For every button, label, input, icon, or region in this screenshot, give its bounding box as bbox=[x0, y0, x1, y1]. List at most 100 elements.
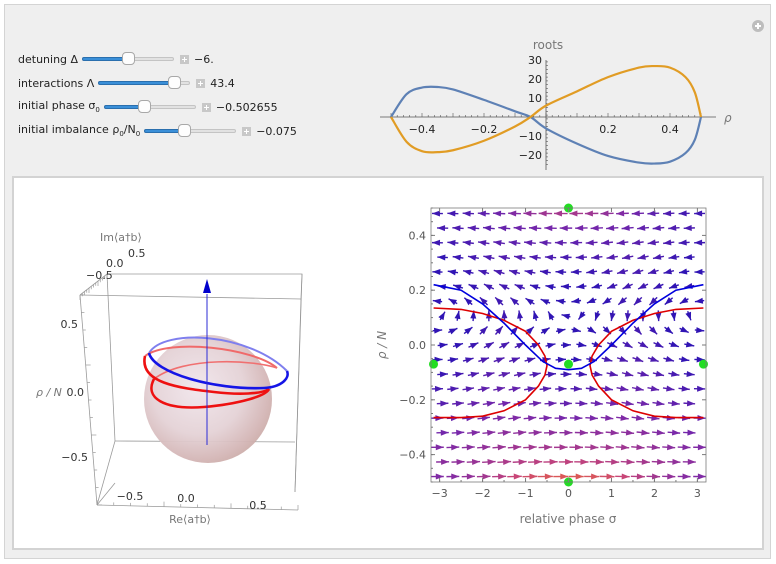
stream-arrowhead bbox=[697, 385, 706, 392]
initial-phase-expand-button[interactable] bbox=[201, 102, 211, 112]
stream-arrowhead bbox=[544, 444, 553, 451]
stream-arrowhead bbox=[447, 239, 456, 246]
stream-arrowhead bbox=[697, 473, 706, 480]
stream-arrowhead bbox=[524, 239, 533, 246]
stream-arrowhead bbox=[626, 458, 635, 465]
stream-arrowhead bbox=[483, 254, 492, 261]
stream-arrowhead bbox=[601, 268, 611, 275]
stream-arrowhead bbox=[471, 400, 480, 407]
stream-arrowhead bbox=[694, 268, 703, 275]
stream-arrowhead bbox=[584, 210, 593, 217]
x-axis-label: Re⟨a†b⟩ bbox=[169, 513, 211, 526]
stream-arrowhead bbox=[574, 415, 583, 422]
stream-arrowhead bbox=[556, 328, 566, 335]
stream-arrowhead bbox=[466, 444, 475, 451]
stream-arrowhead bbox=[670, 370, 680, 377]
stream-arrowhead bbox=[663, 210, 672, 217]
stream-arrowhead bbox=[464, 297, 473, 306]
stream-arrowhead bbox=[591, 473, 600, 480]
roots-xlabel: ρ bbox=[724, 111, 732, 125]
stream-arrowhead bbox=[694, 239, 703, 246]
stream-arrowhead bbox=[696, 356, 705, 363]
slider-thumb[interactable] bbox=[168, 76, 182, 89]
stream-arrowhead bbox=[666, 385, 675, 392]
y-tick-label: 0.0 bbox=[409, 339, 427, 352]
stream-arrowhead bbox=[432, 298, 442, 305]
stream-arrowhead bbox=[479, 297, 488, 306]
stream-arrowhead bbox=[528, 225, 538, 232]
stream-arrowhead bbox=[637, 224, 646, 231]
stream-arrowhead bbox=[516, 342, 525, 349]
stream-arrowhead bbox=[555, 298, 565, 305]
separatrix-curve bbox=[433, 307, 548, 419]
stream-arrowhead bbox=[605, 444, 614, 451]
stream-arrowhead bbox=[624, 370, 634, 377]
x-tick: −0.5 bbox=[117, 490, 144, 503]
stream-arrowhead bbox=[622, 282, 632, 289]
interactions-expand-button[interactable] bbox=[196, 78, 206, 88]
plus-circle-icon[interactable] bbox=[752, 20, 764, 32]
stream-arrowhead bbox=[557, 356, 567, 363]
stream-arrowhead bbox=[467, 225, 476, 232]
stream-arrowhead bbox=[508, 239, 518, 246]
stream-arrowhead bbox=[439, 342, 448, 349]
stream-arrowhead bbox=[431, 239, 441, 246]
stream-arrowhead bbox=[514, 284, 524, 291]
stream-arrowhead bbox=[650, 385, 660, 392]
stream-arrowhead bbox=[509, 269, 518, 276]
stream-arrowhead bbox=[553, 210, 562, 217]
initial-imbalance-slider[interactable] bbox=[144, 123, 237, 139]
stream-arrowhead bbox=[560, 283, 569, 290]
x-tick-label: 2 bbox=[651, 487, 658, 500]
stream-arrowhead bbox=[540, 299, 550, 306]
initial-imbalance-expand-button[interactable] bbox=[242, 126, 252, 136]
y-axis-label: Im⟨a†b⟩ bbox=[100, 231, 142, 244]
y-tick-label: −20 bbox=[519, 149, 542, 162]
stream-arrowhead bbox=[501, 400, 511, 407]
stream-arrowhead bbox=[655, 370, 665, 377]
stream-arrowhead bbox=[665, 356, 675, 362]
stream-arrowhead bbox=[502, 429, 511, 436]
stream-arrowhead bbox=[559, 444, 568, 451]
control-initial-phase: initial phase σ0 −0.502655 bbox=[18, 99, 278, 115]
stream-arrowhead bbox=[470, 310, 477, 319]
stream-arrowhead bbox=[482, 473, 491, 480]
stream-arrowhead bbox=[558, 385, 567, 392]
detuning-expand-button[interactable] bbox=[180, 54, 190, 64]
slider-thumb[interactable] bbox=[137, 100, 151, 113]
stream-arrowhead bbox=[653, 282, 663, 289]
stream-arrowhead bbox=[468, 284, 478, 291]
stream-arrowhead bbox=[580, 458, 589, 465]
stream-arrowhead bbox=[595, 429, 604, 436]
stream-arrowhead bbox=[585, 239, 594, 246]
interactions-slider[interactable] bbox=[98, 75, 191, 91]
stream-arrowhead bbox=[560, 254, 569, 261]
initial-phase-slider[interactable] bbox=[103, 99, 196, 115]
stream-arrowhead bbox=[668, 253, 677, 260]
stream-arrowhead bbox=[687, 429, 696, 436]
stream-arrowhead bbox=[624, 312, 631, 322]
stream-arrowhead bbox=[671, 400, 680, 407]
stream-arrowhead bbox=[532, 371, 541, 378]
x-tick-label: 0 bbox=[565, 487, 572, 500]
stream-arrowhead bbox=[632, 268, 642, 275]
initial-imbalance-label: initial imbalance ρ0/N0 bbox=[18, 123, 141, 139]
stream-arrowhead bbox=[670, 312, 677, 321]
stream-arrowhead bbox=[595, 458, 604, 465]
stream-arrowhead bbox=[619, 385, 629, 392]
stream-arrowhead bbox=[471, 458, 481, 465]
stream-arrowhead bbox=[649, 297, 658, 305]
stream-arrowhead bbox=[498, 473, 507, 480]
stream-arrowhead bbox=[439, 371, 448, 378]
z-tick: 0.0 bbox=[67, 386, 85, 399]
y-tick-label: 10 bbox=[528, 92, 542, 105]
stream-arrowhead bbox=[636, 473, 645, 480]
slider-thumb[interactable] bbox=[122, 52, 136, 65]
stream-arrowhead bbox=[513, 225, 522, 232]
x-tick: 0.0 bbox=[177, 492, 195, 505]
stream-arrowhead bbox=[664, 297, 673, 305]
slider-thumb[interactable] bbox=[178, 124, 192, 137]
detuning-slider[interactable] bbox=[82, 51, 175, 67]
stream-arrowhead bbox=[464, 327, 473, 335]
stream-arrowhead bbox=[606, 473, 615, 480]
